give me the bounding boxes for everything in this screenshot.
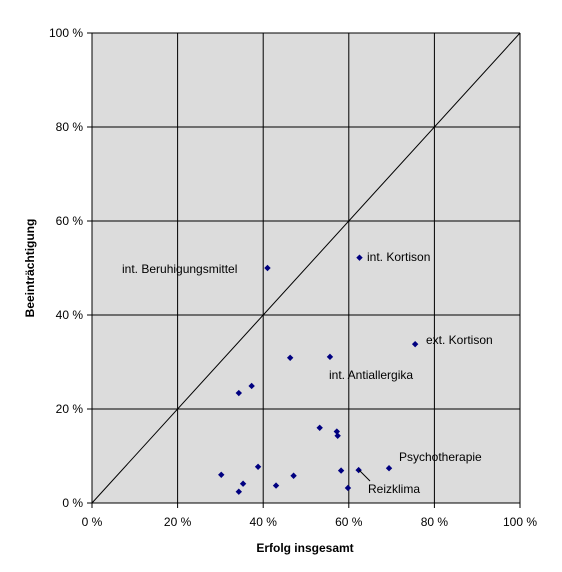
x-tick-label: 80 % — [421, 515, 449, 529]
data-point — [411, 340, 419, 348]
annotation-label: int. Kortison — [367, 250, 430, 264]
annotations: int. Beruhigungsmittel int. Kortison ext… — [122, 250, 493, 496]
data-point — [235, 488, 243, 495]
data-point — [290, 472, 297, 479]
annotation-label: int. Beruhigungsmittel — [122, 262, 237, 276]
x-tick-label: 100 % — [503, 515, 537, 529]
annotation-label: ext. Kortison — [426, 333, 493, 347]
y-tick-label: 80 % — [56, 120, 84, 134]
data-point — [235, 389, 243, 397]
data-point — [248, 382, 255, 390]
data-point — [385, 465, 393, 472]
data-point — [218, 471, 225, 478]
x-axis-title: Erfolg insgesamt — [256, 541, 353, 555]
x-tick-label: 0 % — [82, 515, 103, 529]
annotation-label: Reizklima — [368, 482, 420, 496]
x-tick-label: 40 % — [250, 515, 278, 529]
y-tick-label: 60 % — [56, 214, 84, 228]
y-tick-label: 40 % — [56, 308, 84, 322]
data-point — [356, 254, 363, 261]
data-point — [316, 424, 323, 431]
data-point — [239, 480, 247, 487]
data-point — [272, 482, 280, 489]
data-points — [218, 254, 419, 495]
data-point — [264, 264, 271, 272]
annotation-leader-line — [358, 469, 371, 482]
y-axis-title: Beeinträchtigung — [23, 219, 37, 318]
y-tick-label: 0 % — [62, 496, 83, 510]
x-tick-label: 20 % — [164, 515, 192, 529]
y-tick-label: 20 % — [56, 402, 84, 416]
x-tick-label: 60 % — [335, 515, 363, 529]
annotation-label: Psychotherapie — [399, 450, 482, 464]
axis-tick-labels: 0 % 0 % 20 % 20 % 40 % 40 % 60 % 60 % 80 % 80 % 10… — [49, 26, 537, 529]
data-point — [254, 463, 262, 471]
data-point — [337, 467, 345, 474]
data-point — [286, 354, 294, 361]
annotation-label: int. Antiallergika — [329, 368, 413, 382]
data-point — [333, 428, 341, 435]
data-point — [334, 432, 341, 439]
grid-lines — [91, 32, 521, 504]
diagonal-reference-line — [91, 32, 521, 504]
y-tick-label: 100 % — [49, 26, 83, 40]
data-point — [326, 353, 334, 361]
data-point — [344, 484, 352, 492]
